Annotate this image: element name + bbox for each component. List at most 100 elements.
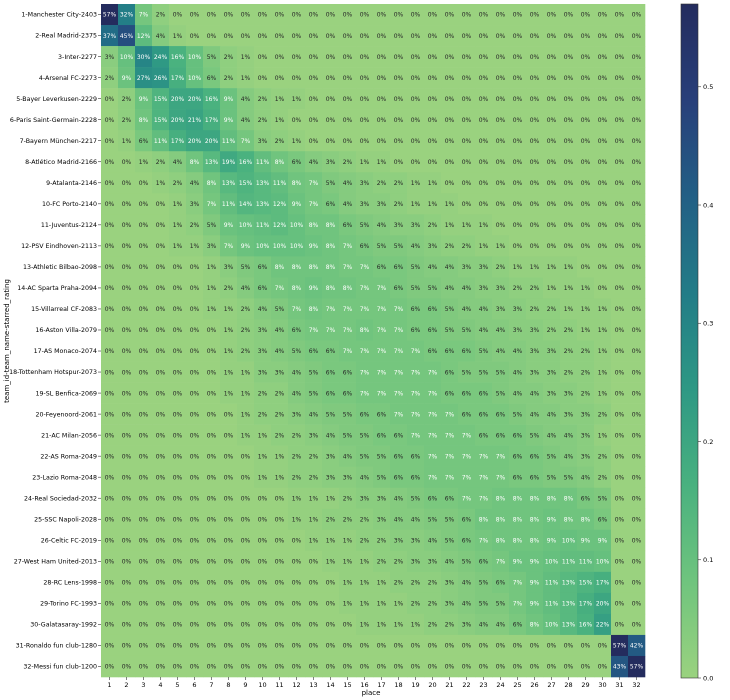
heatmap-cell [526, 130, 544, 152]
cell-value-label: 0% [309, 580, 319, 587]
heatmap-cell [424, 214, 442, 236]
cell-value-label: 1% [224, 348, 234, 355]
cell-value-label: 0% [479, 643, 489, 650]
heatmap-cell [135, 382, 153, 404]
heatmap-cell [220, 277, 238, 299]
y-tick-label: 4-Arsenal FC-2273 [39, 75, 97, 82]
cell-value-label: 0% [156, 622, 166, 629]
heatmap-cell [458, 466, 476, 489]
heatmap-cell [169, 214, 187, 236]
cell-value-label: 0% [275, 601, 285, 608]
cell-value-label: 0% [394, 159, 404, 166]
heatmap-cell [356, 403, 374, 425]
cell-value-label: 0% [598, 643, 608, 650]
heatmap-cell [152, 46, 170, 68]
cell-value-label: 6% [445, 390, 455, 397]
heatmap-cell [526, 403, 544, 425]
cell-value-label: 6% [496, 411, 506, 418]
cell-value-label: 0% [258, 75, 268, 82]
cell-value-label: 4% [343, 201, 353, 208]
cell-value-label: 4% [343, 180, 353, 187]
heatmap-cell [254, 319, 272, 341]
heatmap-cell [169, 67, 187, 89]
cell-value-label: 7% [377, 285, 387, 292]
cell-value-label: 6% [598, 516, 608, 523]
heatmap-cell [543, 67, 561, 89]
heatmap-cell [424, 235, 442, 257]
heatmap-cell [373, 193, 391, 215]
cell-value-label: 7% [343, 348, 353, 355]
heatmap-cell [594, 298, 612, 320]
cell-value-label: 3% [547, 369, 557, 376]
cell-value-label: 6% [513, 622, 523, 629]
heatmap-cell [492, 445, 510, 467]
cell-value-label: 5% [445, 516, 455, 523]
cell-value-label: 5% [598, 495, 608, 502]
cell-value-label: 0% [173, 453, 183, 460]
heatmap-cell [186, 298, 204, 320]
cell-value-label: 0% [428, 33, 438, 40]
heatmap-cell [152, 67, 170, 89]
cell-value-label: 1% [275, 453, 285, 460]
cell-value-label: 0% [190, 495, 200, 502]
cell-value-label: 0% [190, 664, 200, 671]
heatmap-cell [373, 445, 391, 467]
cell-value-label: 7% [411, 411, 421, 418]
heatmap-cell [220, 88, 238, 110]
heatmap-cell [220, 382, 238, 404]
heatmap-cell [526, 319, 544, 341]
cell-value-label: 0% [105, 285, 115, 292]
cell-value-label: 3% [258, 327, 268, 334]
cell-value-label: 10% [290, 222, 304, 229]
cell-value-label: 57% [103, 12, 117, 19]
cell-value-label: 6% [428, 348, 438, 355]
cell-value-label: 0% [207, 580, 217, 587]
cell-value-label: 57% [613, 643, 627, 650]
heatmap-cell [220, 445, 238, 467]
cell-value-label: 0% [173, 390, 183, 397]
heatmap-cell [611, 403, 629, 425]
heatmap-cell [492, 403, 510, 425]
cell-value-label: 2% [428, 222, 438, 229]
cell-value-label: 8% [207, 180, 217, 187]
cell-value-label: 0% [479, 33, 489, 40]
cell-value-label: 6% [360, 243, 370, 250]
heatmap-cell [322, 151, 340, 173]
cell-value-label: 8% [292, 180, 302, 187]
cell-value-label: 37% [103, 33, 117, 40]
heatmap-cell [220, 172, 238, 194]
heatmap-cell [560, 508, 578, 531]
cell-value-label: 0% [275, 516, 285, 523]
cell-value-label: 0% [564, 33, 574, 40]
heatmap-cell [407, 508, 425, 531]
cell-value-label: 11% [154, 138, 168, 145]
heatmap-cell [356, 466, 374, 489]
heatmap-cell [186, 277, 204, 299]
cell-value-label: 2% [394, 180, 404, 187]
heatmap-cell [611, 151, 629, 173]
cell-value-label: 0% [581, 243, 591, 250]
heatmap-cell [288, 151, 306, 173]
heatmap-cell [288, 256, 306, 278]
cell-value-label: 0% [343, 33, 353, 40]
heatmap-cell [152, 550, 170, 573]
heatmap-cell [322, 172, 340, 194]
cell-value-label: 0% [598, 75, 608, 82]
cell-value-label: 0% [632, 33, 642, 40]
heatmap-cell [118, 46, 136, 68]
cell-value-label: 5% [309, 390, 319, 397]
heatmap-cell [594, 319, 612, 341]
cell-value-label: 0% [190, 369, 200, 376]
heatmap-cell [169, 382, 187, 404]
heatmap-cell [611, 508, 629, 531]
cell-value-label: 0% [513, 117, 523, 124]
heatmap-cell [135, 403, 153, 425]
heatmap-cell [611, 487, 629, 510]
cell-value-label: 2% [547, 327, 557, 334]
cell-value-label: 6% [479, 390, 489, 397]
cell-value-label: 8% [326, 222, 336, 229]
heatmap-cell [356, 277, 374, 299]
heatmap-cell [203, 4, 221, 26]
cell-value-label: 1% [411, 622, 421, 629]
heatmap-cell [628, 67, 646, 89]
